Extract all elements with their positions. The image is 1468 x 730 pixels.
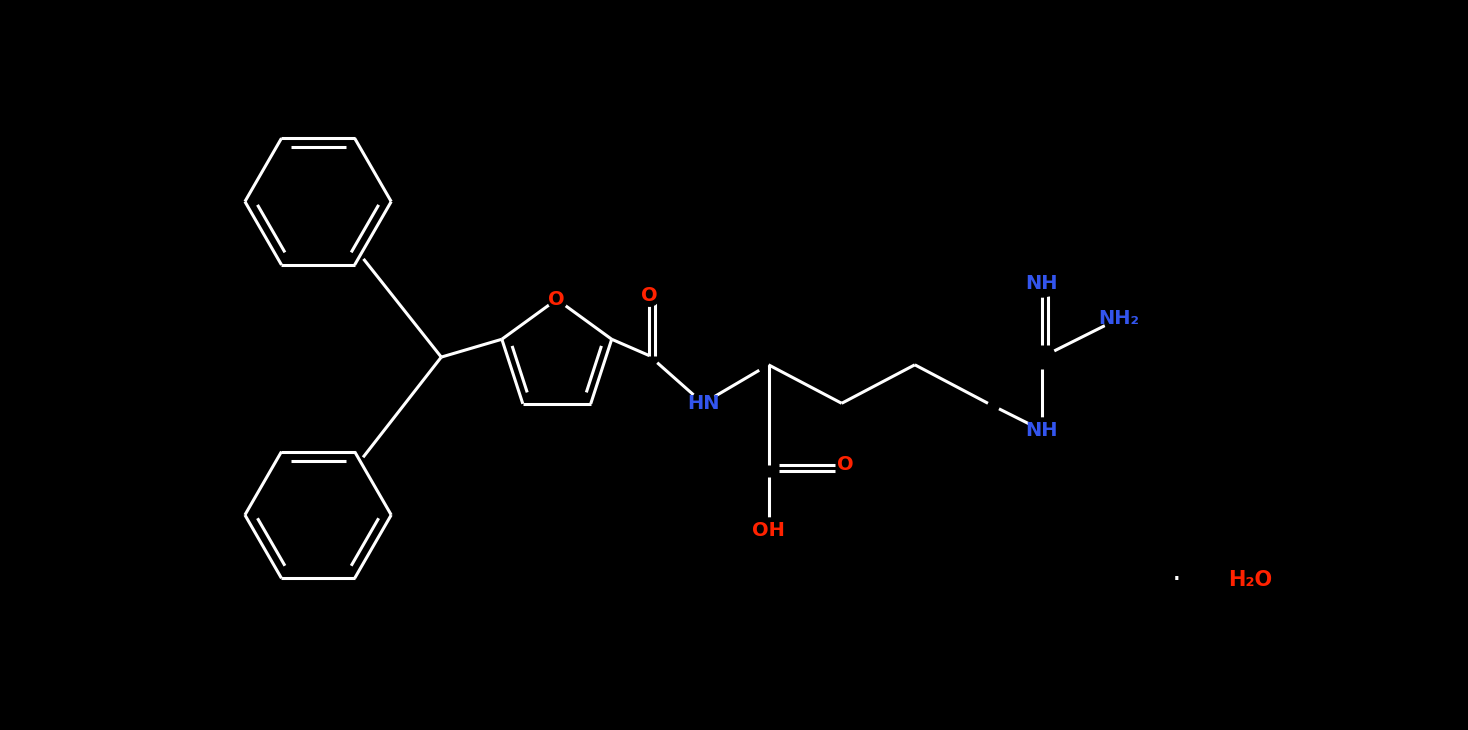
Text: OH: OH	[752, 520, 785, 540]
Text: O: O	[837, 456, 854, 474]
Text: O: O	[549, 290, 565, 309]
Text: H₂O: H₂O	[1227, 570, 1271, 591]
Text: ·: ·	[1171, 566, 1182, 595]
Text: NH: NH	[1026, 274, 1058, 293]
Text: NH₂: NH₂	[1098, 309, 1139, 328]
Text: HN: HN	[687, 393, 719, 412]
Text: NH: NH	[1026, 420, 1058, 439]
Text: O: O	[642, 286, 658, 305]
